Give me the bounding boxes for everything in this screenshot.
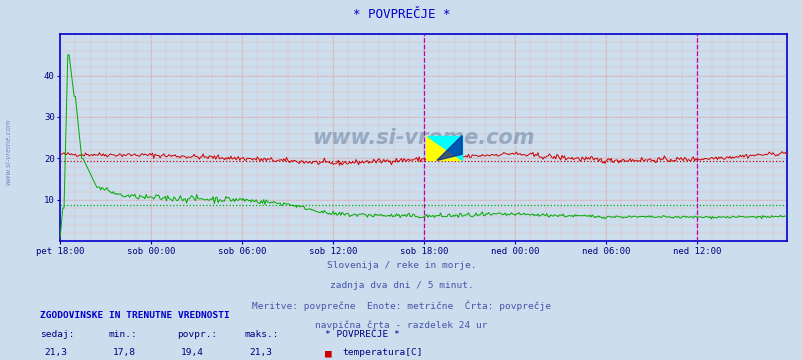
Text: Meritve: povprečne  Enote: metrične  Črta: povprečje: Meritve: povprečne Enote: metrične Črta:… bbox=[252, 301, 550, 311]
Text: min.:: min.: bbox=[108, 330, 137, 339]
Text: 19,4: 19,4 bbox=[180, 348, 204, 357]
Text: www.si-vreme.com: www.si-vreme.com bbox=[312, 128, 534, 148]
Text: * POVPREČJE *: * POVPREČJE * bbox=[325, 330, 399, 339]
Text: temperatura[C]: temperatura[C] bbox=[342, 348, 423, 357]
Text: 17,8: 17,8 bbox=[112, 348, 136, 357]
Polygon shape bbox=[436, 136, 462, 161]
Text: sedaj:: sedaj: bbox=[40, 330, 75, 339]
Text: 21,3: 21,3 bbox=[44, 348, 67, 357]
Text: www.si-vreme.com: www.si-vreme.com bbox=[5, 118, 11, 185]
Text: navpična črta - razdelek 24 ur: navpična črta - razdelek 24 ur bbox=[315, 320, 487, 330]
Text: ZGODOVINSKE IN TRENUTNE VREDNOSTI: ZGODOVINSKE IN TRENUTNE VREDNOSTI bbox=[40, 311, 229, 320]
Text: maks.:: maks.: bbox=[245, 330, 279, 339]
Text: povpr.:: povpr.: bbox=[176, 330, 217, 339]
Polygon shape bbox=[426, 136, 462, 161]
Text: ■: ■ bbox=[325, 348, 331, 358]
Text: * POVPREČJE *: * POVPREČJE * bbox=[352, 8, 450, 21]
Polygon shape bbox=[426, 136, 462, 161]
Text: Slovenija / reke in morje.: Slovenija / reke in morje. bbox=[326, 261, 476, 270]
Text: 21,3: 21,3 bbox=[249, 348, 272, 357]
Text: zadnja dva dni / 5 minut.: zadnja dva dni / 5 minut. bbox=[329, 281, 473, 290]
